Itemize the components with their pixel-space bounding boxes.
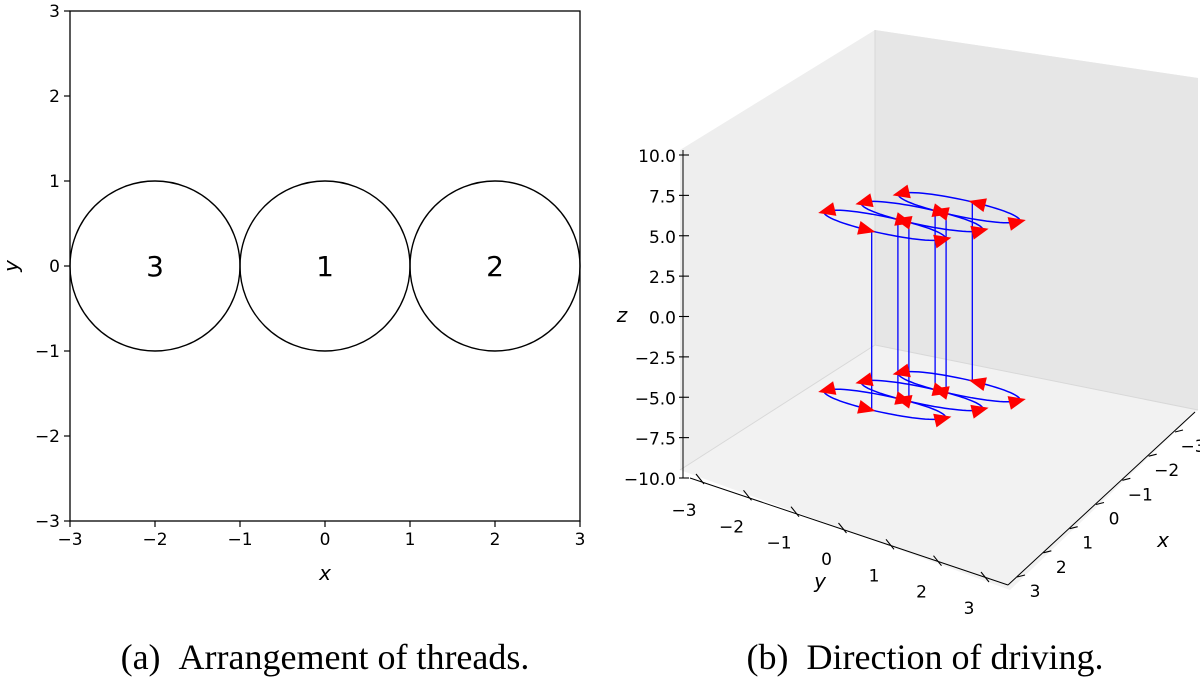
direction-arrow-1 — [970, 225, 989, 240]
y-tick-mark-3d — [743, 489, 752, 501]
x-tick-label: −3 — [57, 530, 82, 550]
direction-arrow-2 — [933, 234, 952, 249]
y-tick-label: 1 — [49, 172, 60, 192]
x-tick-mark-3d — [1016, 574, 1026, 578]
direction-arrow-3 — [1007, 396, 1026, 410]
direction-arrow-2 — [818, 202, 837, 216]
pane-edge — [874, 344, 1199, 411]
y-tick-label-3d: 0 — [821, 550, 832, 570]
x-tick-label: 2 — [490, 530, 501, 550]
caption-b: (b) Direction of driving. — [747, 637, 1104, 677]
right-pane — [875, 30, 1198, 410]
z-tick-label: 0.0 — [649, 309, 676, 329]
y-axis-label-a: y — [0, 259, 23, 273]
direction-arrow-1 — [855, 372, 874, 387]
y-axis-label-b: y — [813, 569, 827, 593]
y-tick-label: 0 — [49, 257, 60, 277]
z-axis-label-b: z — [616, 303, 628, 327]
z-tick-label: 10.0 — [638, 147, 676, 167]
y-tick-label-3d: −2 — [719, 517, 744, 537]
y-axis-line — [689, 477, 1009, 586]
direction-arrow-3 — [892, 363, 911, 378]
y-tick-label: −1 — [35, 342, 60, 362]
y-tick-mark-3d — [695, 473, 705, 485]
z-tick-label: −5.0 — [635, 389, 676, 409]
direction-arrow-2 — [857, 221, 876, 235]
thread-circle-2 — [409, 180, 581, 352]
x-tick-label: −2 — [142, 530, 167, 550]
y-tick-label-3d: 2 — [916, 583, 927, 603]
direction-arrow-1 — [970, 404, 989, 419]
direction-arrow-2 — [933, 413, 952, 428]
direction-arrow-2 — [894, 395, 913, 409]
x-tick-label: 1 — [405, 530, 416, 550]
pane-edge — [679, 344, 876, 471]
direction-arrow-3 — [968, 198, 987, 212]
x-tick-label: −1 — [227, 530, 252, 550]
y-tick-label: −2 — [35, 427, 60, 447]
y-tick-label: 2 — [49, 87, 60, 107]
y-tick-mark-3d — [885, 538, 895, 550]
y-tick-mark-3d — [980, 571, 990, 583]
direction-arrow-2 — [857, 400, 876, 414]
panel-a-arrangement: −3 −2 −1 0 1 2 3 −3 −2 −1 0 1 2 3 1 2 3 x y — [0, 2, 585, 585]
y-tick-label-3d: −3 — [671, 501, 696, 521]
x-tick-label-3d: 2 — [1056, 558, 1067, 578]
thread-circle-3 — [69, 180, 241, 352]
z-tick-label: 5.0 — [649, 228, 676, 248]
x-tick-label-3d: −2 — [1154, 461, 1179, 481]
x-tick-mark-3d — [1122, 477, 1131, 481]
z-tick-label: 7.5 — [649, 187, 676, 207]
z-tick-label: −7.5 — [635, 430, 676, 450]
thread-label-1: 1 — [316, 250, 334, 283]
plot-a-frame — [69, 10, 581, 522]
y-tick-label: −3 — [35, 512, 60, 532]
direction-arrow-3 — [968, 377, 987, 391]
x-axis-line — [1007, 411, 1196, 586]
x-tick-mark-3d — [1043, 550, 1052, 554]
x-tick-label-3d: 3 — [1030, 582, 1041, 602]
x-tick-label-3d: 0 — [1109, 510, 1120, 530]
direction-arrow-3 — [931, 203, 950, 217]
thread-label-3: 3 — [146, 250, 164, 283]
y-tick-label: 3 — [49, 2, 60, 22]
direction-arrow-3 — [892, 184, 911, 199]
x-tick-mark-3d — [1174, 429, 1184, 433]
x-tick-label: 0 — [320, 530, 331, 550]
x-tick-label-3d: −1 — [1128, 485, 1153, 505]
x-tick-mark-3d — [1148, 453, 1157, 457]
y-tick-label-3d: 3 — [964, 599, 975, 619]
y-tick-mark-3d — [838, 522, 847, 534]
direction-arrow-3 — [931, 382, 950, 396]
panel-b-3d-driving: −10.0−7.5−5.0−2.50.02.55.07.510.0 −3−2−1… — [616, 30, 1200, 619]
direction-arrow-2 — [894, 216, 913, 230]
x-axis-label-b: x — [1156, 528, 1169, 552]
thread-label-2: 2 — [486, 250, 504, 283]
y-tick-label-3d: −1 — [766, 534, 791, 554]
direction-arrow-3 — [1007, 217, 1026, 231]
y-tick-mark-3d — [933, 555, 942, 567]
z-tick-label: −2.5 — [635, 349, 676, 369]
x-tick-label-3d: 1 — [1082, 534, 1093, 554]
x-tick-label: 3 — [575, 530, 586, 550]
direction-arrow-1 — [855, 193, 874, 208]
z-tick-label: −10.0 — [624, 470, 676, 490]
x-tick-mark-3d — [1095, 501, 1105, 506]
direction-arrow-2 — [818, 381, 837, 395]
y-tick-mark-3d — [790, 506, 800, 518]
z-tick-label: 2.5 — [649, 268, 676, 288]
y-tick-label-3d: 1 — [869, 566, 880, 586]
caption-a: (a) Arrangement of threads. — [121, 637, 530, 677]
x-tick-label-3d: −3 — [1180, 437, 1200, 457]
x-tick-mark-3d — [1069, 526, 1078, 530]
x-axis-label-a: x — [318, 561, 331, 585]
